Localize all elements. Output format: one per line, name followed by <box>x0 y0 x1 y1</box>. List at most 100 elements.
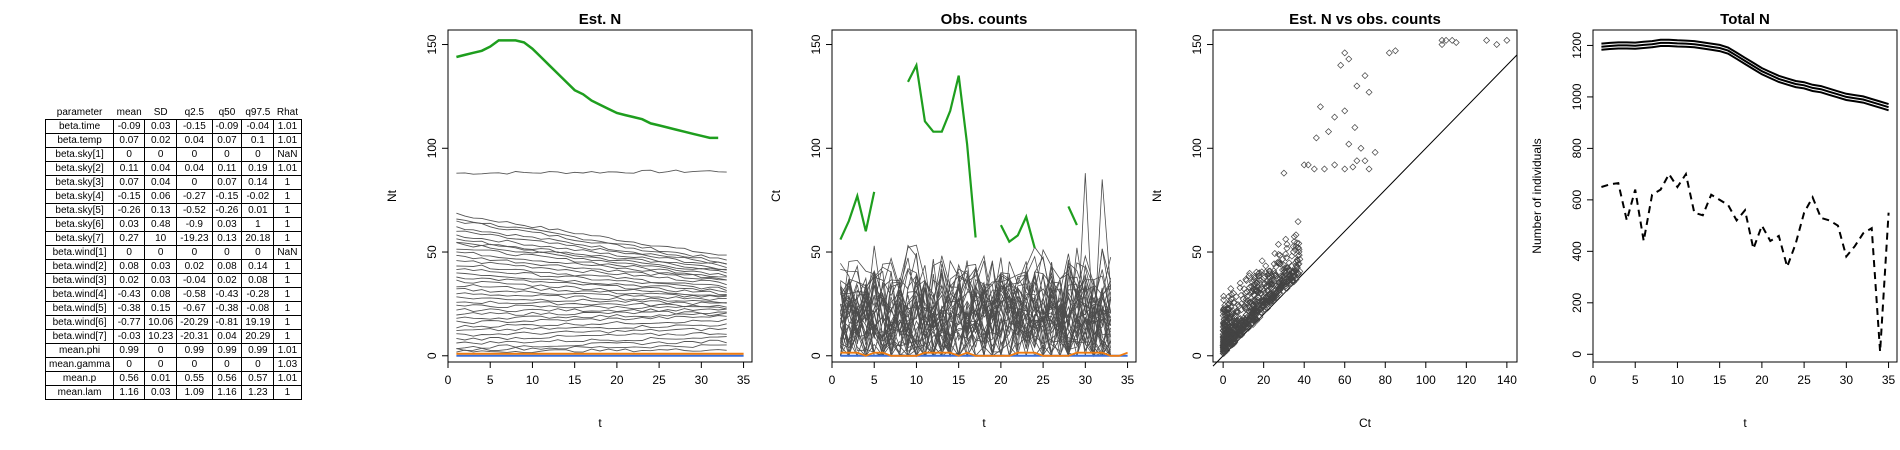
scatter-point <box>1236 314 1244 322</box>
table-cell: 1.09 <box>176 385 213 400</box>
scatter-point <box>1272 272 1280 280</box>
table-row: beta.sky[5] -0.26 0.13 -0.52 -0.26 0.01 1 <box>44 203 302 218</box>
table-row: beta.time -0.09 0.03 -0.15 -0.09 -0.04 1.01 <box>44 119 302 134</box>
table-row: beta.sky[2] 0.11 0.04 0.04 0.11 0.19 1.01 <box>44 161 302 176</box>
y-tick-label: 800 <box>1570 138 1584 158</box>
grey-series-line <box>456 315 727 325</box>
plot-frame <box>1592 29 1898 363</box>
x-tick-label: 35 <box>737 373 751 387</box>
grey-series-line <box>456 230 727 269</box>
x-tick-label: 20 <box>994 373 1008 387</box>
plot-frame <box>1212 29 1518 363</box>
scatter-point <box>1320 165 1328 173</box>
scatter-point <box>1493 41 1501 49</box>
scatter-point <box>1284 273 1292 281</box>
grey-series-line <box>456 300 727 308</box>
y-axis-label: Ct <box>769 189 783 202</box>
scatter-point <box>1365 88 1373 96</box>
grey-series-line <box>840 272 1111 354</box>
scatter-point <box>1220 343 1228 351</box>
scatter-point <box>1236 279 1244 287</box>
grey-series-line <box>456 284 727 298</box>
x-tick-label: 5 <box>871 373 878 387</box>
x-tick-label: 60 <box>1338 373 1352 387</box>
grey-series-line <box>456 336 727 345</box>
scatter-point <box>1259 303 1267 311</box>
grey-series-line <box>840 261 1112 340</box>
scatter-point <box>1295 248 1303 256</box>
y-tick-label: 50 <box>809 245 823 259</box>
scatter-point <box>1341 49 1349 57</box>
x-tick-label: 20 <box>610 373 624 387</box>
scatter-point <box>1291 245 1299 253</box>
scatter-point <box>1351 124 1359 132</box>
x-tick-label: 30 <box>1079 373 1093 387</box>
scatter-point <box>1267 278 1275 286</box>
grey-series-line <box>456 169 727 175</box>
y-tick-label: 0 <box>1190 352 1204 359</box>
x-axis-label: t <box>982 416 986 430</box>
scatter-point <box>1287 274 1295 282</box>
scatter-point <box>1283 264 1291 272</box>
scatter-point <box>1287 280 1295 288</box>
table-row: mean.phi 0.99 0 0.99 0.99 0.99 1.01 <box>44 343 302 358</box>
chart-title: Obs. counts <box>941 11 1028 28</box>
scatter-point <box>1288 252 1296 260</box>
scatter-point <box>1227 341 1235 349</box>
scatter-point <box>1289 243 1297 251</box>
scatter-point <box>1240 321 1248 329</box>
x-tick-label: 0 <box>1220 373 1227 387</box>
scatter-point <box>1293 263 1301 271</box>
x-tick-label: 100 <box>1416 373 1436 387</box>
grey-series-line <box>840 265 1112 344</box>
scatter-point <box>1266 277 1274 285</box>
scatter-point <box>1274 240 1282 248</box>
x-tick-label: 0 <box>445 373 452 387</box>
table-row: beta.sky[1] 0 0 0 0 0 NaN <box>44 147 302 162</box>
scatter-point <box>1232 322 1240 330</box>
scatter-point <box>1241 305 1249 313</box>
y-tick-label: 50 <box>425 245 439 259</box>
scatter-point <box>1290 278 1298 286</box>
chart-title: Est. N vs obs. counts <box>1289 11 1441 28</box>
grey-series-line <box>456 272 727 293</box>
scatter-point <box>1282 235 1290 243</box>
grey-series-line <box>456 318 727 329</box>
scatter-point <box>1452 38 1460 46</box>
scatter-point <box>1264 271 1272 279</box>
x-tick-label: 10 <box>526 373 540 387</box>
scatter-point <box>1345 140 1353 148</box>
scatter-point <box>1253 287 1261 295</box>
column-header: q97.5 <box>245 107 271 118</box>
grey-series-line <box>840 285 1112 357</box>
scatter-point <box>1290 238 1298 246</box>
scatter-point <box>1483 36 1491 44</box>
grey-series-line <box>456 251 727 281</box>
grey-series-line <box>456 248 727 278</box>
grey-series-line <box>840 253 1112 336</box>
grey-series-line <box>456 339 727 350</box>
grey-series-line <box>456 226 727 265</box>
x-tick-label: 120 <box>1456 373 1476 387</box>
scatter-point <box>1241 302 1249 310</box>
scatter-point <box>1278 272 1286 280</box>
scatter-point <box>1283 267 1291 275</box>
y-tick-label: 200 <box>1570 292 1584 312</box>
y-axis-label: Nt <box>1150 189 1164 202</box>
x-tick-label: 5 <box>1632 373 1639 387</box>
scatter-point <box>1253 317 1261 325</box>
x-tick-label: 10 <box>910 373 924 387</box>
scatter-point <box>1234 308 1242 316</box>
scatter-point <box>1262 262 1270 270</box>
column-header: q2.5 <box>184 107 205 118</box>
scatter-point <box>1282 254 1290 262</box>
observed-line <box>1601 171 1890 352</box>
column-header: SD <box>153 107 168 118</box>
scatter-point <box>1227 291 1235 299</box>
scatter-point <box>1292 261 1300 269</box>
y-tick-label: 100 <box>809 138 823 158</box>
scatter-point <box>1268 284 1276 292</box>
scatter-point <box>1280 169 1288 177</box>
grey-series-line <box>456 234 727 271</box>
x-tick-label: 25 <box>1797 373 1811 387</box>
